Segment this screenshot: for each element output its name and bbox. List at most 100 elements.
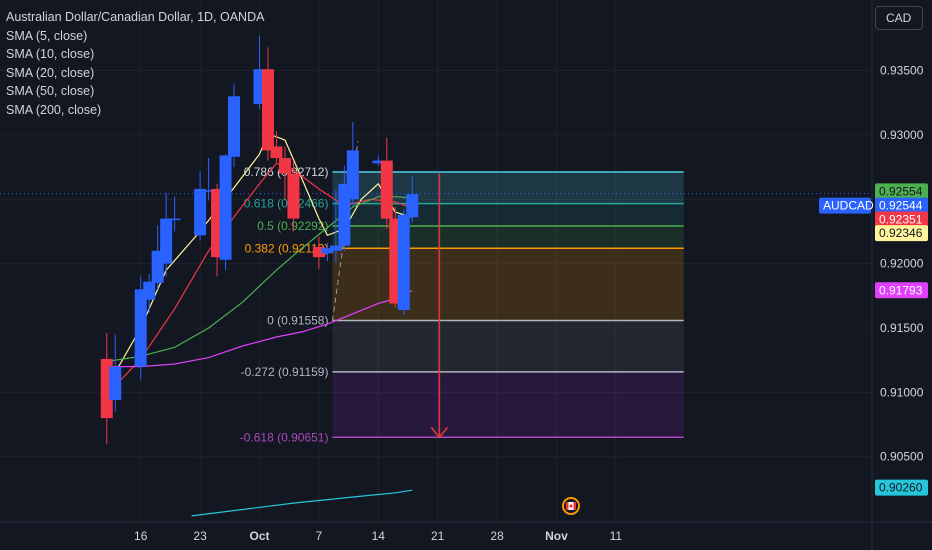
time-tick-label: 11	[610, 529, 623, 543]
candle-body	[321, 248, 334, 254]
candle-body	[372, 160, 385, 164]
price-axis-labels: 0.935000.930000.925000.920000.915000.910…	[880, 64, 924, 464]
fib-zone	[332, 203, 684, 227]
candle-body	[278, 158, 291, 174]
candle-body	[346, 150, 359, 200]
candle	[346, 122, 359, 206]
price-tag-bg	[875, 282, 928, 299]
candle-body	[134, 289, 147, 367]
indicator-sma-50[interactable]: SMA (50, close)	[6, 84, 95, 99]
time-tick-label: Oct	[249, 529, 269, 543]
sma-line-2	[106, 162, 413, 396]
candle-body	[228, 96, 241, 157]
fib-zone	[332, 320, 684, 372]
candle	[321, 243, 334, 262]
candle-body	[270, 146, 283, 159]
price-tag-bg	[875, 197, 928, 214]
fib-level-label: -0.618 (0.90651)	[240, 430, 329, 444]
price-tag: 0.92554	[875, 183, 928, 200]
price-tag: 0.92346	[875, 225, 928, 242]
fib-level-label: 0.382 (0.92119)	[245, 241, 329, 255]
candle-body	[202, 190, 215, 192]
price-tag-value: 0.92351	[879, 212, 923, 226]
price-tick-label: 0.93000	[880, 128, 924, 142]
time-axis-labels: 16 23 Oct 7 14 21 28 Nov 11	[134, 529, 622, 543]
time-tick-label: 16	[134, 529, 148, 543]
arrow-head	[430, 426, 448, 439]
price-tag-bg	[875, 211, 928, 228]
candle	[168, 196, 181, 232]
price-tag-value: 0.92346	[879, 226, 923, 240]
candle	[397, 209, 410, 316]
fib-level-label: 0.618 (0.92466)	[244, 197, 329, 211]
price-tag-bg	[875, 183, 928, 200]
price-tag-value: 0.91793	[879, 283, 923, 297]
time-tick-label: 28	[490, 529, 504, 543]
candle-body	[160, 218, 173, 264]
time-tick-label: 7	[316, 529, 323, 543]
currency-button[interactable]: CAD	[875, 6, 923, 30]
candle	[194, 170, 207, 241]
candle	[143, 273, 156, 313]
candle	[406, 176, 419, 223]
candle	[228, 83, 241, 168]
candle-body	[219, 155, 232, 260]
candles	[100, 35, 419, 444]
sma-line-1	[106, 132, 413, 388]
price-tick-label: 0.93500	[880, 64, 924, 78]
candle-body	[109, 366, 122, 401]
candle	[270, 131, 283, 162]
indicator-sma-5[interactable]: SMA (5, close)	[6, 28, 88, 43]
price-tag-value: 0.92544	[879, 199, 923, 213]
price-tag: 0.91793	[875, 282, 928, 299]
event-flag-leaf	[569, 504, 573, 508]
price-tag: 0.92351	[875, 211, 928, 228]
candle	[312, 236, 325, 269]
chart-legend: Australian Dollar/Canadian Dollar, 1D, O…	[6, 8, 264, 120]
price-axis-bg	[872, 0, 932, 550]
candle-body	[287, 173, 300, 219]
price-tag-value: 0.90260	[879, 481, 923, 495]
fib-zone	[332, 248, 684, 321]
event-flag-right	[573, 502, 576, 510]
candle-body	[329, 245, 342, 251]
candle	[134, 276, 147, 380]
symbol-tag-bg	[819, 197, 871, 214]
fib-level-label: 0.5 (0.92292)	[257, 219, 328, 233]
candle-body	[168, 218, 181, 221]
candle	[278, 146, 291, 200]
price-tag: 0.90260	[875, 479, 928, 496]
indicator-sma-200[interactable]: SMA (200, close)	[6, 102, 102, 117]
price-tag-bg	[875, 225, 928, 242]
candle-body	[194, 188, 207, 236]
candle	[372, 155, 385, 166]
symbol-tag-label: AUDCAD	[823, 199, 874, 213]
candle	[219, 154, 232, 271]
price-tag: 0.92544 AUDCAD	[819, 197, 928, 214]
candle	[380, 137, 393, 229]
fib-level-label: -0.272 (0.91159)	[241, 365, 329, 379]
time-tick-label: 14	[372, 529, 386, 543]
fib-zone	[332, 371, 684, 438]
fib-zone	[332, 226, 684, 249]
time-tick-label: 23	[193, 529, 207, 543]
symbol-title[interactable]: Australian Dollar/Canadian Dollar, 1D, O…	[6, 10, 265, 24]
time-tick-label: Nov	[545, 529, 568, 543]
candle-body	[397, 214, 410, 310]
candle-body	[143, 281, 156, 300]
indicator-sma-10[interactable]: SMA (10, close)	[6, 47, 95, 62]
candle	[202, 158, 215, 201]
candle	[261, 47, 274, 161]
indicator-sma-20[interactable]: SMA (20, close)	[6, 65, 95, 80]
event-flag-left	[566, 502, 569, 510]
candle	[109, 334, 122, 412]
candle-body	[312, 246, 325, 258]
price-tick-label: 0.90500	[880, 450, 924, 464]
candle	[287, 160, 300, 232]
projection-arrow	[430, 173, 448, 439]
price-tick-label: 0.91000	[880, 385, 924, 399]
candle	[329, 190, 342, 263]
